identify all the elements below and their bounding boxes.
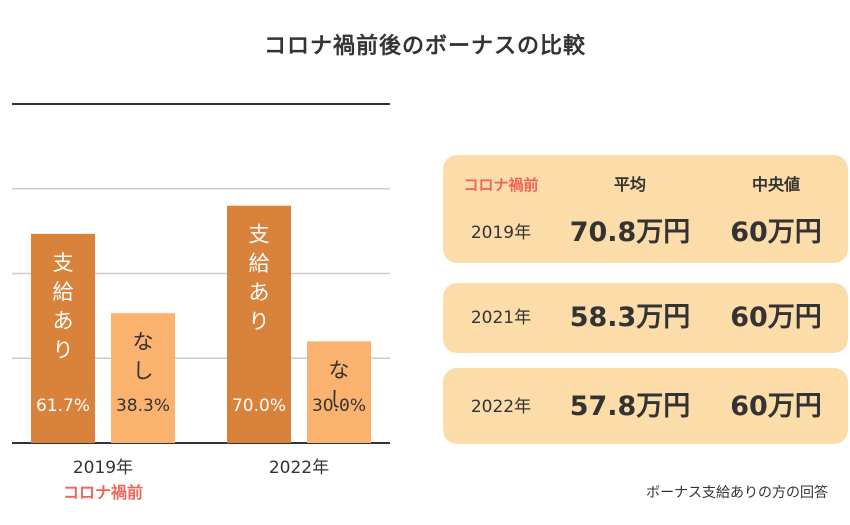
row-year: 2021年	[470, 308, 532, 328]
bar-series-label: 支給あり	[53, 251, 74, 362]
table-row: 2022年 57.8万円 60万円	[443, 387, 848, 427]
table-header-row: コロナ禍前 平均 中央値	[443, 165, 848, 205]
table-row: 2021年 58.3万円 60万円	[443, 298, 848, 338]
row-average: 70.8万円	[569, 217, 691, 248]
bar-no	[307, 341, 371, 443]
category-label: 2022年	[269, 458, 329, 478]
chart-bars	[31, 205, 371, 443]
bar-series-label: なし	[133, 330, 154, 383]
row-average: 58.3万円	[569, 302, 691, 333]
bar-no	[111, 313, 175, 443]
bar-series-label: なし	[329, 358, 350, 411]
row-median: 60万円	[730, 217, 822, 248]
category-label: 2019年	[73, 458, 133, 478]
bar-series-label: 支給あり	[249, 223, 270, 334]
bar-yes	[31, 233, 95, 443]
comparison-card-2021: 2021年 58.3万円 60万円	[443, 283, 848, 353]
bar-value-label: 30.0%	[312, 396, 366, 416]
comparison-card-2022: 2022年 57.8万円 60万円	[443, 368, 848, 444]
row-median: 60万円	[730, 391, 822, 422]
row-median: 60万円	[730, 302, 822, 333]
bar-value-label: 38.3%	[116, 396, 170, 416]
bar-value-label: 61.7%	[36, 396, 90, 416]
row-year: 2019年	[470, 223, 532, 243]
row-year: 2022年	[470, 397, 532, 417]
bar-value-label: 70.0%	[232, 396, 286, 416]
footnote: ボーナス支給ありの方の回答	[646, 485, 828, 501]
row-average: 57.8万円	[569, 391, 691, 422]
bar-yes	[227, 205, 291, 443]
table-row: 2019年 70.8万円 60万円	[443, 213, 848, 253]
header-period: コロナ禍前	[463, 176, 539, 194]
header-median: 中央値	[751, 175, 800, 194]
bar-chart: 支給あり61.7%なし38.3%2019年支給あり70.0%なし30.0%202…	[12, 103, 390, 502]
header-average: 平均	[613, 175, 646, 194]
category-note: コロナ禍前	[63, 483, 143, 502]
chart-labels: 支給あり61.7%なし38.3%2019年支給あり70.0%なし30.0%202…	[34, 223, 367, 502]
page-title: コロナ禍前後のボーナスの比較	[263, 34, 586, 59]
comparison-card-2019: コロナ禍前 平均 中央値 2019年 70.8万円 60万円	[443, 155, 848, 263]
